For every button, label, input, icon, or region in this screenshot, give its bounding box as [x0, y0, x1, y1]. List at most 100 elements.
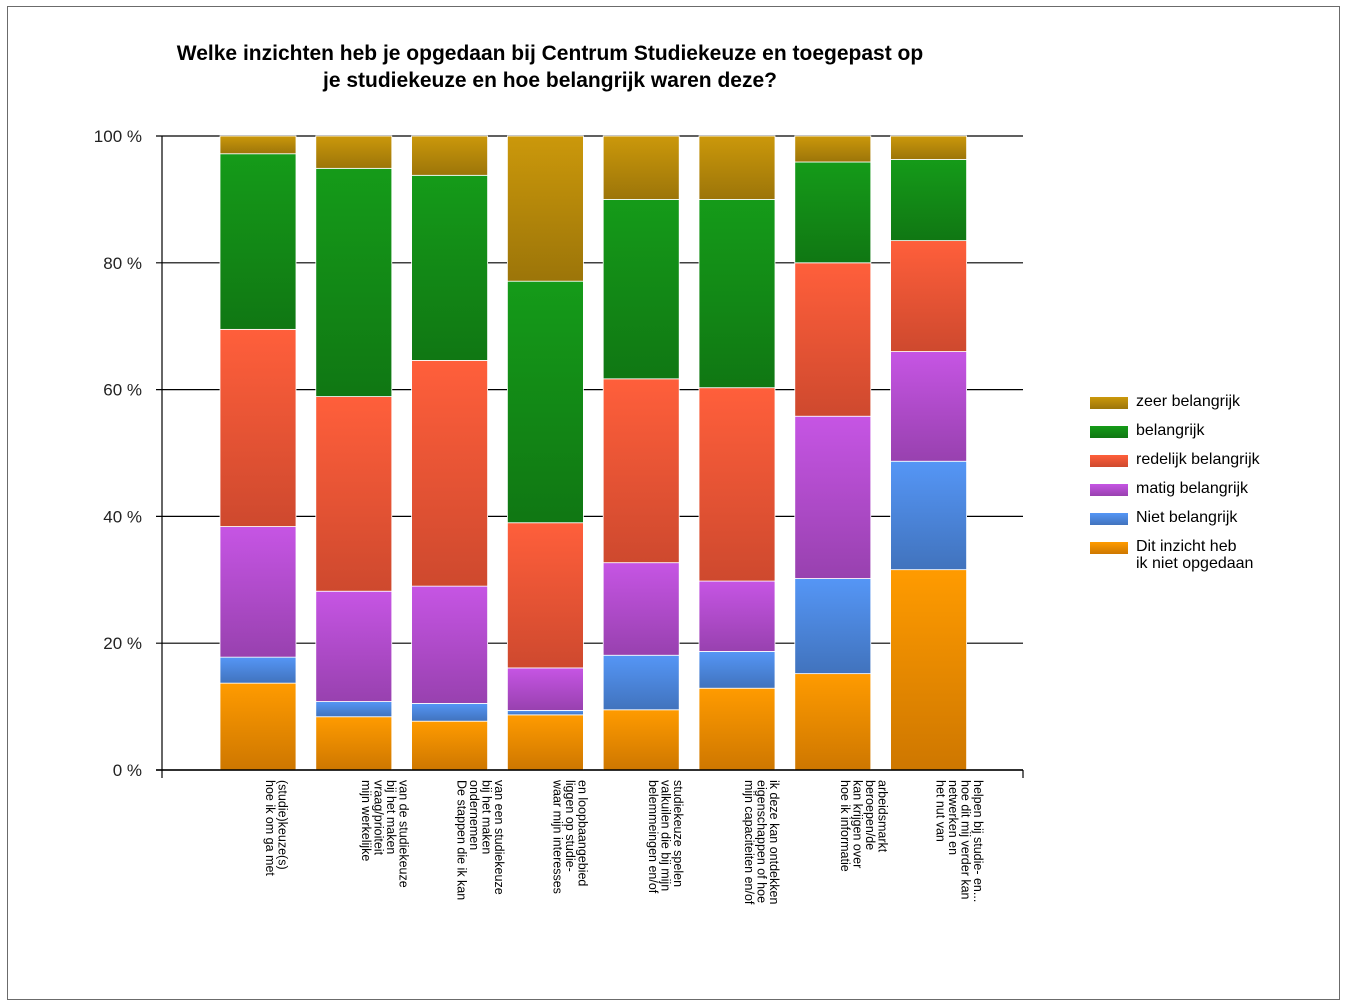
bar-segment	[698, 198, 776, 389]
bar-segment	[315, 396, 393, 592]
x-tick-label-line: eigenschappen of hoe	[755, 780, 769, 903]
bar-segment	[698, 135, 776, 200]
legend-swatch	[1090, 426, 1128, 438]
legend-label: redelijk belangrijk	[1136, 451, 1260, 468]
bar-segment	[794, 161, 872, 264]
bar-segment	[411, 360, 489, 587]
bar-segment	[602, 198, 680, 380]
legend-swatch	[1090, 542, 1128, 554]
legend-item: zeer belangrijk	[1090, 393, 1310, 410]
y-tick-label: 80 %	[103, 254, 142, 273]
bar-segment	[794, 673, 872, 771]
chart-legend: zeer belangrijk belangrijk redelijk belang…	[1090, 393, 1310, 584]
x-tick-label-line: het nut van	[934, 780, 948, 842]
bar-segment	[794, 262, 872, 417]
bar-segment	[698, 651, 776, 689]
x-tick-labels: hoe ik om ga met(studie)keuze(s) mijn wer…	[263, 779, 985, 905]
bar-segment	[602, 562, 680, 656]
bar-segment	[698, 580, 776, 652]
x-tick-label-line: en loopbaangebied	[575, 780, 589, 886]
bar-segment	[794, 415, 872, 579]
legend-label: Dit inzicht heb ik niet opgedaan	[1136, 538, 1254, 572]
legend-item: belangrijk	[1090, 422, 1310, 439]
legend-label: matig belangrijk	[1136, 480, 1249, 497]
bar-segment	[219, 135, 297, 155]
x-tick-label-line: ondernemen	[467, 780, 481, 850]
bar-segment	[411, 174, 489, 361]
x-tick-label-line: bij het maken	[480, 780, 494, 854]
x-tick-label-line: ik deze kan ontdekken	[767, 780, 781, 904]
bar-segment	[219, 153, 297, 330]
y-tick-label: 60 %	[103, 381, 142, 400]
x-tick-label-line: arbeidsmarkt	[875, 780, 889, 853]
chart-title-line-2: je studiekeuze en hoe belangrijk waren d…	[323, 69, 777, 92]
x-tick-label-line: liggen op studie-	[563, 780, 577, 872]
chart-title: Welke inzichten heb je opgedaan bij Cent…	[60, 40, 1040, 94]
bar-segment	[698, 687, 776, 771]
bar-segment	[506, 710, 584, 716]
legend-label: belangrijk	[1136, 422, 1205, 439]
bar-segment	[315, 167, 393, 397]
x-tick-label-line: hoe ik om ga met	[263, 780, 277, 876]
bar-segment	[506, 522, 584, 669]
axes	[156, 136, 1024, 778]
bar-segment	[698, 387, 776, 582]
bar-segment	[602, 654, 680, 711]
bar-segment	[219, 526, 297, 658]
bar-segment	[602, 378, 680, 564]
x-tick-label-line: waar mijn interesses	[550, 779, 564, 894]
bar-segment	[506, 135, 584, 282]
y-tick-label: 20 %	[103, 634, 142, 653]
bar-segment	[315, 701, 393, 718]
bar-segment	[890, 569, 967, 771]
x-tick-label-line: (studie)keuze(s)	[276, 780, 290, 870]
bar-segment	[506, 280, 584, 524]
bar-segment	[506, 667, 584, 711]
bar-segment	[411, 585, 489, 704]
bar-segment	[794, 578, 872, 675]
x-tick-label-line: kan krijgen over	[850, 780, 864, 868]
bar-segment	[219, 328, 297, 527]
x-tick-label-line: hoe dit mij verder kan	[959, 780, 973, 900]
bar-segment	[890, 240, 967, 352]
x-tick-label-line: van de studiekeuze	[396, 780, 410, 888]
bars	[219, 135, 967, 771]
x-tick-label-line: belemmeingen en/of	[646, 780, 660, 894]
bar-segment	[411, 703, 489, 722]
bar-segment	[890, 135, 967, 160]
chart-title-line-1: Welke inzichten heb je opgedaan bij Cent…	[176, 42, 924, 65]
x-tick-label-line: helpen bij studie- en...	[971, 780, 985, 902]
legend-item: matig belangrijk	[1090, 480, 1310, 497]
x-tick-label: hoe ik om ga met(studie)keuze(s)	[263, 780, 290, 876]
bar-segment	[411, 135, 489, 176]
bar-segment	[602, 709, 680, 771]
x-tick-label-line: bij het maken	[384, 780, 398, 854]
bar-segment	[602, 135, 680, 200]
x-tick-label-line: valkuilen die bij mijn	[659, 780, 673, 891]
x-tick-label-line: netwerken en	[946, 780, 960, 855]
legend-item: Dit inzicht heb ik niet opgedaan	[1090, 538, 1310, 572]
x-tick-label-line: beroepen/de	[863, 780, 877, 850]
bar-segment	[315, 135, 393, 169]
y-tick-label: 0 %	[113, 761, 142, 780]
bar-segment	[315, 590, 393, 702]
legend-label: Niet belangrijk	[1136, 509, 1238, 526]
bar-segment	[890, 460, 967, 571]
x-tick-label-line: van een studiekeuze	[492, 780, 506, 895]
legend-swatch	[1090, 513, 1128, 525]
x-tick-label-line: studiekeuze spelen	[671, 780, 685, 887]
x-tick-label-line: mijn werkelijke	[359, 780, 373, 861]
legend-swatch	[1090, 455, 1128, 467]
bar-segment	[219, 656, 297, 684]
x-tick-label-line: hoe ik informatie	[838, 780, 852, 872]
legend-label: zeer belangrijk	[1136, 393, 1241, 410]
x-tick-label-line: De stappen die ik kan	[455, 780, 469, 900]
x-tick-label-line: mijn capaciteiten en/of	[742, 780, 756, 905]
